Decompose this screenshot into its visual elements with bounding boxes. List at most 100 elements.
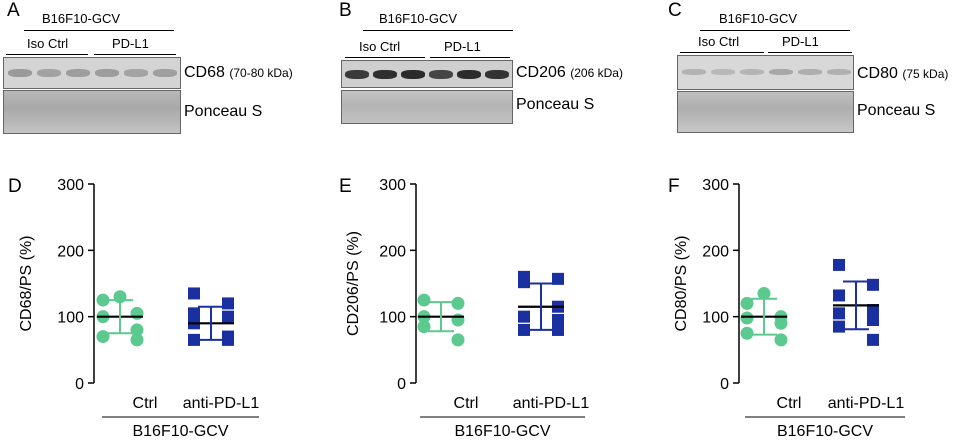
blot-b-protein-label: CD206 (206 kDa) <box>516 64 623 82</box>
panel-d-point-ctrl <box>130 323 144 337</box>
panel-d-x-label-ctrl: Ctrl <box>133 395 158 412</box>
blot-c-lane <box>769 69 793 75</box>
blot-a-group-pdl1: PD-L1 <box>112 36 149 51</box>
blot-b-mw: (206 kDa) <box>570 66 623 80</box>
panel-f-point-anti <box>833 320 845 333</box>
blot-a-pdl1-bracket <box>94 54 176 55</box>
panel-d-y-tick-label: 200 <box>57 243 84 260</box>
panel-f-y-tick-label: 200 <box>702 243 729 260</box>
blot-c-group-iso: Iso Ctrl <box>698 34 740 49</box>
panel-e-x-label-ctrl: Ctrl <box>454 395 479 412</box>
panel-e-y-tick-label: 0 <box>397 376 406 393</box>
panel-f-point-anti <box>867 278 879 291</box>
panel-d-group-label: B16F10-GCV <box>132 423 228 440</box>
blot-c-cell-line-bracket <box>700 30 850 31</box>
panel-e-x-label-anti: anti-PD-L1 <box>513 395 590 412</box>
panel-f-point-anti <box>867 333 879 346</box>
panel-f-x-label-ctrl: Ctrl <box>777 395 802 412</box>
panel-d-y-tick-label: 300 <box>57 177 84 194</box>
panel-d-point-anti <box>188 287 200 300</box>
panel-e-y-tick-label: 100 <box>379 310 406 327</box>
blot-a-protein-label: CD68 (70-80 kDa) <box>184 64 293 82</box>
panel-f-point-ctrl <box>740 311 754 325</box>
panel-f-point-anti <box>833 289 845 302</box>
blot-b-group-iso: Iso Ctrl <box>359 39 401 54</box>
panel-f-point-ctrl <box>774 316 788 330</box>
panel-d-point-anti <box>188 333 200 346</box>
blot-c-lane <box>740 69 764 75</box>
panel-d-y-tick-label: 100 <box>57 310 84 327</box>
blot-b-ponceau-image <box>341 90 513 124</box>
blot-b-iso-bracket <box>345 57 425 58</box>
panel-f-point-ctrl <box>740 326 754 340</box>
panel-f-point-anti <box>867 313 879 326</box>
panel-d-point-ctrl <box>96 293 110 307</box>
panel-e-point-ctrl <box>417 293 431 307</box>
panel-e-point-anti <box>552 313 564 326</box>
panel-f-point-anti <box>833 307 845 320</box>
blot-a-ponceau-image <box>3 90 181 134</box>
blot-b-pdl1-bracket <box>430 57 510 58</box>
panel-letter-a: A <box>7 0 20 21</box>
panel-d-point-ctrl <box>130 306 144 320</box>
blot-b-cell-line-bracket <box>363 30 513 31</box>
panel-e-point-ctrl <box>451 313 465 327</box>
panel-letter-b: B <box>339 0 352 21</box>
panel-e-point-anti <box>518 276 530 289</box>
panel-e-group-label: B16F10-GCV <box>454 423 550 440</box>
panel-d-point-ctrl <box>130 333 144 347</box>
panel-f-group-label: B16F10-GCV <box>777 423 873 440</box>
panel-d-point-anti <box>222 333 234 346</box>
panel-d-point-anti <box>222 297 234 310</box>
panel-e-letter: E <box>339 176 352 197</box>
panel-f-point-ctrl <box>740 296 754 310</box>
blot-c-ponceau-image <box>677 91 854 133</box>
panel-e-point-ctrl <box>451 296 465 310</box>
panel-letter-c: C <box>668 0 682 21</box>
blot-a-loading-label: Ponceau S <box>184 103 263 120</box>
panel-e-y-tick-label: 300 <box>379 177 406 194</box>
blot-b-cell-line: B16F10-GCV <box>379 11 458 26</box>
blot-a-protein: CD68 <box>184 64 225 81</box>
panel-e-y-label: CD206/PS (%) <box>345 231 362 336</box>
panel-f-letter: F <box>668 176 680 197</box>
panel-f-x-label-anti: anti-PD-L1 <box>828 395 905 412</box>
blot-a-group-iso: Iso Ctrl <box>27 36 69 51</box>
panel-d-point-anti <box>222 310 234 323</box>
panel-d-letter: D <box>8 176 22 197</box>
panel-e-point-anti <box>552 272 564 285</box>
blot-b-lane <box>485 70 509 79</box>
blot-a-lane <box>66 69 90 77</box>
blot-c-protein: CD80 <box>857 65 898 82</box>
blot-b-band-image <box>341 60 513 88</box>
blot-b-protein: CD206 <box>516 64 566 81</box>
blot-c-lane <box>682 69 706 75</box>
panel-d-point-anti <box>188 307 200 320</box>
blot-c-mw: (75 kDa) <box>902 67 949 81</box>
blot-a-iso-bracket <box>6 54 88 55</box>
blot-a-cell-line-bracket <box>24 30 174 31</box>
blot-a-band-image <box>3 57 181 89</box>
blot-c-lane <box>827 69 851 75</box>
panel-e-y-tick-label: 200 <box>379 243 406 260</box>
blot-b-lane <box>345 70 369 79</box>
blot-b-loading-label: Ponceau S <box>516 96 595 113</box>
blot-b-lane <box>429 70 453 79</box>
blot-b-group-pdl1: PD-L1 <box>444 39 481 54</box>
panel-f-point-anti <box>867 304 879 317</box>
panel-e-point-anti <box>518 323 530 336</box>
blot-a-cell-line: B16F10-GCV <box>42 11 121 26</box>
panel-e-point-ctrl <box>417 320 431 334</box>
panel-f-y-tick-label: 300 <box>702 177 729 194</box>
blot-c-group-pdl1: PD-L1 <box>782 34 819 49</box>
panel-d-point-ctrl <box>96 330 110 344</box>
panel-d-x-label-anti: anti-PD-L1 <box>183 395 260 412</box>
panel-e-point-ctrl <box>451 333 465 347</box>
blot-b-lane <box>373 70 397 79</box>
blot-a-lane <box>153 69 177 77</box>
blot-c-pdl1-bracket <box>768 52 852 53</box>
blot-c-lane <box>711 69 735 75</box>
blot-a-lane <box>37 69 61 77</box>
blot-b-lane <box>457 70 481 79</box>
